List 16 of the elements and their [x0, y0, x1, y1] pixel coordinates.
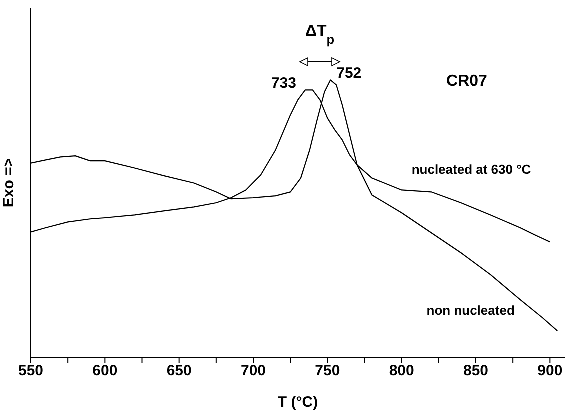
y-axis-title: Exo =>	[0, 158, 18, 208]
annotation: CR07	[446, 73, 488, 90]
annotation: 733	[271, 75, 296, 92]
x-axis-title: T (°C)	[278, 394, 318, 411]
annotation: 752	[336, 65, 362, 82]
x-tick-label: 650	[166, 362, 192, 380]
series-label: nucleated at 630 °C	[412, 162, 532, 178]
x-tick-label: 550	[18, 362, 44, 380]
x-tick-label: 750	[315, 362, 340, 380]
x-tick-label: 700	[240, 362, 266, 380]
text: ΔT$_{p}$	[305, 23, 335, 46]
series-label: non nucleated	[426, 302, 515, 318]
x-tick-label: 600	[92, 362, 118, 380]
x-tick-label: 800	[389, 362, 414, 380]
x-tick-label: 900	[538, 362, 563, 380]
x-tick-label: 850	[463, 362, 489, 380]
